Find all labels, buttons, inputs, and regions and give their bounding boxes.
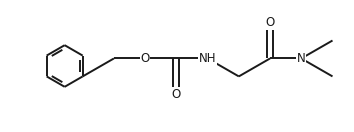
Text: NH: NH: [199, 52, 216, 65]
Text: O: O: [266, 16, 275, 29]
Text: O: O: [172, 88, 181, 101]
Text: O: O: [141, 52, 150, 65]
Text: N: N: [297, 52, 306, 65]
